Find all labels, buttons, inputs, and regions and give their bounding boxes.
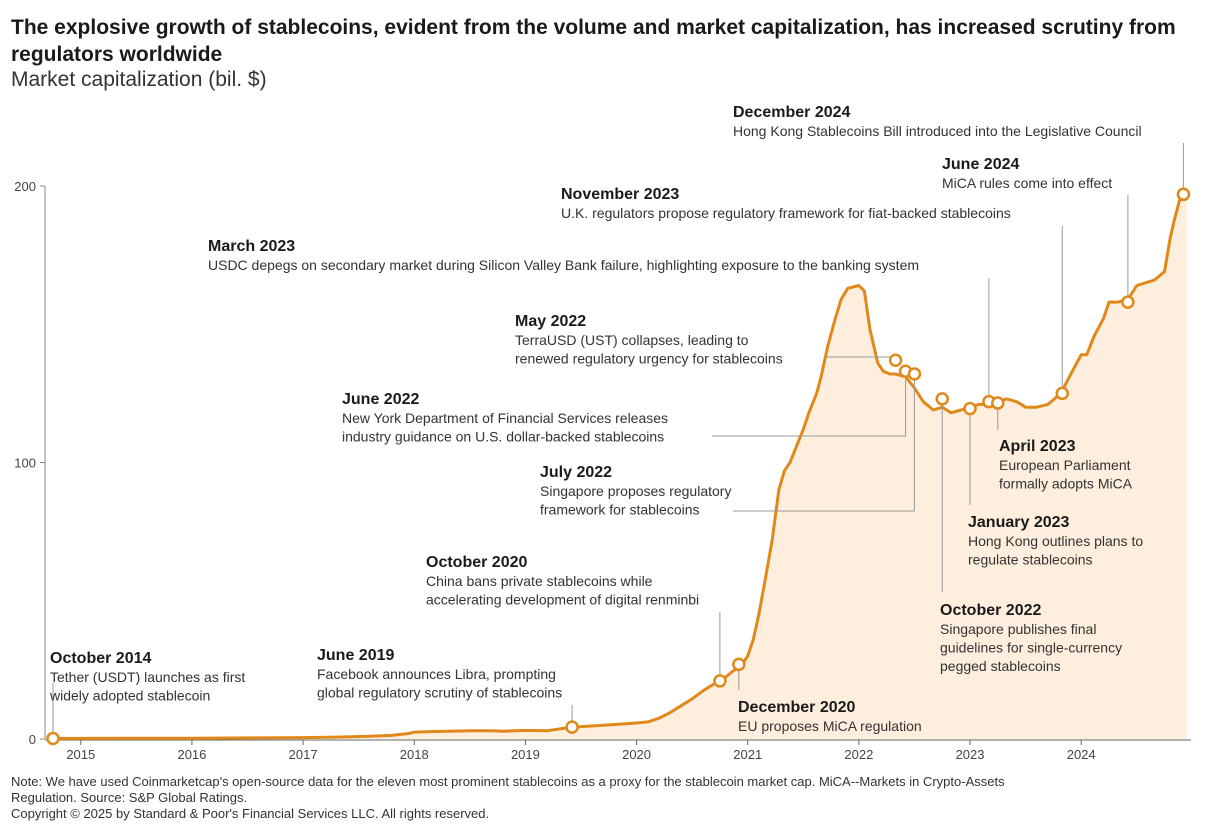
event-marker xyxy=(907,367,922,381)
event-date: November 2023 xyxy=(561,186,679,203)
event-description: guidelines for single-currency xyxy=(940,640,1122,656)
event-description: global regulatory scrutiny of stablecoin… xyxy=(317,685,562,701)
x-tick-label: 2018 xyxy=(400,747,429,762)
x-tick-label: 2015 xyxy=(66,747,95,762)
event-date: April 2023 xyxy=(999,438,1076,455)
y-tick-label: 200 xyxy=(14,179,36,194)
event-annotation: March 2023 USDC depegs on secondary marke… xyxy=(208,238,919,273)
event-marker xyxy=(935,392,949,406)
event-description: Singapore proposes regulatory xyxy=(540,483,731,499)
event-date: June 2022 xyxy=(342,391,419,408)
event-marker xyxy=(565,720,579,734)
event-description: Facebook announces Libra, prompting xyxy=(317,666,556,682)
x-tick-label: 2016 xyxy=(177,747,206,762)
event-description: widely adopted stablecoin xyxy=(49,688,210,704)
event-date: March 2023 xyxy=(208,238,295,255)
y-tick-label: 100 xyxy=(14,456,36,471)
event-marker xyxy=(46,731,60,746)
event-date: June 2024 xyxy=(942,156,1019,173)
event-description: formally adopts MiCA xyxy=(999,476,1133,492)
event-description: regulate stablecoins xyxy=(968,552,1093,568)
x-tick-label: 2021 xyxy=(733,747,762,762)
event-annotation: November 2023 U.K. regulators propose reg… xyxy=(561,186,1011,221)
note-line-1: Note: We have used Coinmarketcap's open-… xyxy=(11,774,1005,789)
chart-subtitle: Market capitalization (bil. $) xyxy=(11,68,267,91)
event-description: EU proposes MiCA regulation xyxy=(738,718,922,734)
event-markers xyxy=(46,187,1191,746)
event-annotation: December 2020 EU proposes MiCA regulation xyxy=(738,699,922,734)
event-date: October 2020 xyxy=(426,554,527,571)
event-description: China bans private stablecoins while xyxy=(426,573,653,589)
event-annotation: April 2023 European Parliament formally ad… xyxy=(999,438,1133,492)
event-annotation: October 2014 Tether (USDT) launches as fi… xyxy=(49,650,245,704)
event-description: pegged stablecoins xyxy=(940,658,1061,674)
event-description: TerraUSD (UST) collapses, leading to xyxy=(515,332,749,348)
event-annotation: December 2024 Hong Kong Stablecoins Bill … xyxy=(733,104,1142,139)
event-marker xyxy=(888,353,903,367)
event-description: U.K. regulators propose regulatory frame… xyxy=(561,205,1011,221)
event-annotation: June 2024 MiCA rules come into effect xyxy=(942,156,1112,191)
event-annotation: January 2023 Hong Kong outlines plans to r… xyxy=(968,514,1143,568)
area-layer xyxy=(53,187,1188,740)
x-tick-label: 2022 xyxy=(844,747,873,762)
event-annotation: June 2022 New York Department of Financia… xyxy=(342,391,668,445)
event-description: European Parliament xyxy=(999,457,1131,473)
y-tick-label: 0 xyxy=(29,732,36,747)
event-description: MiCA rules come into effect xyxy=(942,175,1112,191)
event-leader-line xyxy=(733,374,915,512)
market-cap-line xyxy=(53,187,1188,740)
event-marker xyxy=(713,674,727,688)
event-description: Tether (USDT) launches as first xyxy=(50,669,245,685)
event-description: industry guidance on U.S. dollar-backed … xyxy=(342,429,664,445)
event-description: Hong Kong Stablecoins Bill introduced in… xyxy=(733,123,1142,139)
event-description: USDC depegs on secondary market during S… xyxy=(208,257,919,273)
event-annotation: July 2022 Singapore proposes regulatory fr… xyxy=(540,464,731,518)
event-annotation: October 2020 China bans private stablecoi… xyxy=(426,554,699,608)
event-marker xyxy=(1055,386,1070,401)
axis-labels: 0 100 200 2015 2016 2017 2018 2019 2020 2021 2022 2… xyxy=(14,179,1095,762)
event-date: July 2022 xyxy=(540,464,612,481)
x-tick-label: 2020 xyxy=(622,747,651,762)
x-tick-label: 2023 xyxy=(956,747,985,762)
x-tick-label: 2017 xyxy=(289,747,318,762)
event-annotation: October 2022 Singapore publishes final gui… xyxy=(940,602,1122,674)
event-marker xyxy=(1176,187,1191,202)
event-annotation: June 2019 Facebook announces Libra, promp… xyxy=(317,647,562,701)
event-date: May 2022 xyxy=(515,313,586,330)
copyright-line: Copyright © 2025 by Standard & Poor's Fi… xyxy=(11,806,490,821)
event-description: renewed regulatory urgency for stablecoi… xyxy=(515,351,783,367)
event-description: New York Department of Financial Service… xyxy=(342,410,668,426)
event-marker xyxy=(1121,295,1135,309)
event-marker xyxy=(991,396,1005,410)
event-marker xyxy=(963,401,977,416)
event-date: December 2020 xyxy=(738,699,856,716)
event-description: Singapore publishes final xyxy=(940,621,1096,637)
chart-title: The explosive growth of stablecoins, evi… xyxy=(11,16,1176,66)
market-cap-chart: October 2014 Tether (USDT) launches as fi… xyxy=(14,104,1191,762)
event-annotation: May 2022 TerraUSD (UST) collapses, leadin… xyxy=(515,313,783,367)
event-labels: October 2014 Tether (USDT) launches as fi… xyxy=(49,104,1143,734)
footnotes: Note: We have used Coinmarketcap's open-… xyxy=(11,774,1206,822)
event-description: Hong Kong outlines plans to xyxy=(968,533,1143,549)
x-tick-label: 2019 xyxy=(511,747,540,762)
market-cap-area xyxy=(53,188,1187,740)
event-description: accelerating development of digital renm… xyxy=(426,592,699,608)
event-description: framework for stablecoins xyxy=(540,502,700,518)
event-date: October 2022 xyxy=(940,602,1041,619)
event-date: January 2023 xyxy=(968,514,1070,531)
event-date: December 2024 xyxy=(733,104,851,121)
event-date: June 2019 xyxy=(317,647,394,664)
event-date: October 2014 xyxy=(50,650,151,667)
event-marker xyxy=(732,657,746,672)
x-tick-label: 2024 xyxy=(1067,747,1096,762)
grid-layer xyxy=(40,185,1191,745)
event-leader-line xyxy=(712,371,907,437)
note-line-2: Regulation. Source: S&P Global Ratings. xyxy=(11,790,248,805)
